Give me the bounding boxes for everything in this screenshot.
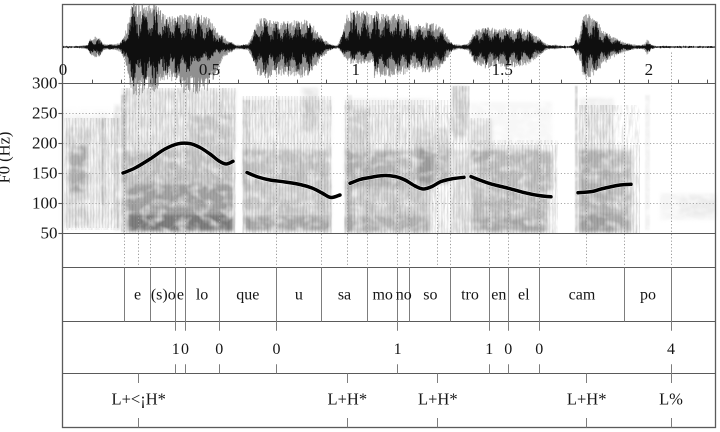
svg-text:cam: cam — [569, 287, 596, 304]
svg-text:0: 0 — [273, 341, 281, 358]
svg-text:0: 0 — [504, 341, 512, 358]
svg-text:300: 300 — [32, 74, 58, 93]
svg-text:L+<¡H*: L+<¡H* — [112, 389, 166, 408]
svg-text:0: 0 — [535, 341, 543, 358]
svg-text:1: 1 — [172, 341, 180, 358]
svg-text:L+H*: L+H* — [328, 389, 368, 408]
svg-text:F0 (Hz): F0 (Hz) — [0, 132, 14, 184]
svg-text:1: 1 — [394, 341, 402, 358]
svg-text:u: u — [295, 287, 303, 304]
svg-text:4: 4 — [667, 341, 675, 358]
svg-text:1.5: 1.5 — [492, 60, 513, 79]
svg-text:po: po — [640, 287, 656, 304]
svg-text:lo: lo — [196, 287, 208, 304]
svg-text:2: 2 — [645, 60, 654, 79]
svg-text:150: 150 — [32, 164, 58, 183]
svg-text:L%: L% — [659, 389, 683, 408]
svg-text:so: so — [423, 287, 437, 304]
svg-text:tro: tro — [461, 287, 479, 304]
svg-text:50: 50 — [41, 224, 58, 243]
svg-text:(s)o: (s)o — [151, 287, 176, 304]
svg-text:250: 250 — [32, 104, 58, 123]
svg-text:100: 100 — [32, 194, 58, 213]
svg-text:L+H*: L+H* — [567, 389, 607, 408]
svg-text:0: 0 — [181, 341, 189, 358]
svg-text:el: el — [518, 287, 530, 304]
svg-text:0.5: 0.5 — [199, 60, 220, 79]
svg-text:1: 1 — [485, 341, 493, 358]
svg-text:e: e — [134, 287, 141, 304]
svg-text:0: 0 — [215, 341, 223, 358]
svg-text:no: no — [396, 287, 412, 304]
svg-text:e: e — [177, 287, 184, 304]
svg-text:L+H*: L+H* — [418, 389, 458, 408]
svg-text:sa: sa — [338, 287, 351, 304]
svg-text:1: 1 — [352, 60, 361, 79]
svg-text:0: 0 — [59, 60, 68, 79]
svg-text:en: en — [491, 287, 506, 304]
svg-text:200: 200 — [32, 134, 58, 153]
svg-text:que: que — [236, 287, 259, 304]
svg-text:mo: mo — [372, 287, 392, 304]
